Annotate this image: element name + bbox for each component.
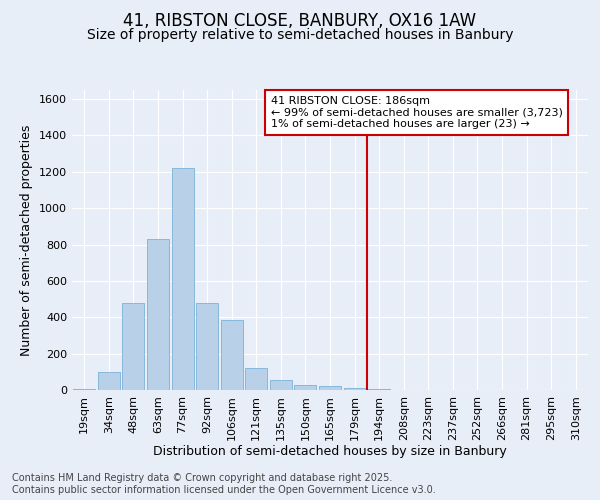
Bar	[98, 372, 120, 390]
Bar	[172, 168, 194, 390]
Bar	[319, 386, 341, 390]
Bar	[295, 384, 316, 390]
Y-axis label: Number of semi-detached properties: Number of semi-detached properties	[20, 124, 34, 356]
Bar	[368, 389, 390, 390]
Text: Contains HM Land Registry data © Crown copyright and database right 2025.
Contai: Contains HM Land Registry data © Crown c…	[12, 474, 436, 495]
Bar	[147, 239, 169, 390]
Bar	[196, 302, 218, 390]
Text: Size of property relative to semi-detached houses in Banbury: Size of property relative to semi-detach…	[87, 28, 513, 42]
Bar	[221, 320, 243, 390]
Text: 41 RIBSTON CLOSE: 186sqm
← 99% of semi-detached houses are smaller (3,723)
1% of: 41 RIBSTON CLOSE: 186sqm ← 99% of semi-d…	[271, 96, 563, 129]
Text: 41, RIBSTON CLOSE, BANBURY, OX16 1AW: 41, RIBSTON CLOSE, BANBURY, OX16 1AW	[124, 12, 476, 30]
Bar	[344, 388, 365, 390]
Bar	[270, 380, 292, 390]
Bar	[122, 302, 145, 390]
Bar	[245, 368, 268, 390]
X-axis label: Distribution of semi-detached houses by size in Banbury: Distribution of semi-detached houses by …	[153, 446, 507, 458]
Bar	[73, 389, 95, 390]
